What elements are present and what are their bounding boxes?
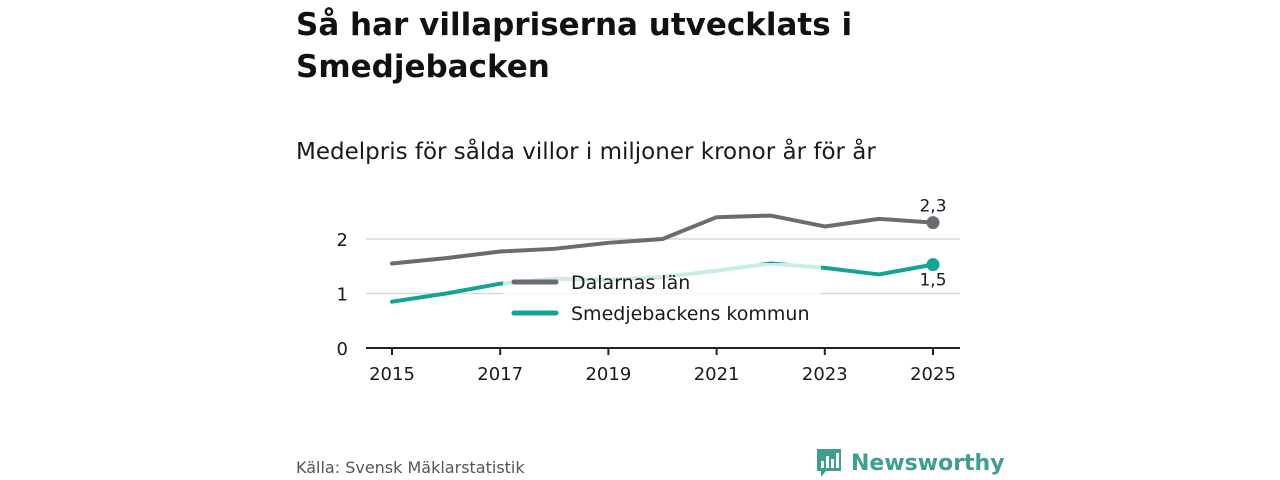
legend-box xyxy=(503,263,821,331)
series-line-0 xyxy=(390,213,935,266)
source-text: Källa: Svensk Mäklarstatistik xyxy=(296,458,525,477)
chart-title: Så har villapriserna utvecklats i Smedje… xyxy=(296,7,853,85)
brand-name: Newsworthy xyxy=(851,450,1005,476)
x-tick-label: 2017 xyxy=(477,364,523,385)
x-tick-label: 2025 xyxy=(910,364,956,385)
bar-chart-icon xyxy=(817,449,841,477)
end-point-1 xyxy=(926,258,940,272)
line-chart: 0 1 2 2015 2017 2019 2021 2023 2025 Dalarnas län S… xyxy=(337,197,960,385)
x-tick-label: 2023 xyxy=(802,364,848,385)
x-tick-label: 2015 xyxy=(369,364,415,385)
y-tick-label: 2 xyxy=(337,230,348,251)
end-point-0 xyxy=(926,216,940,230)
legend-label-0: Dalarnas län xyxy=(571,272,690,294)
y-tick-label: 1 xyxy=(337,285,348,306)
x-tick-label: 2019 xyxy=(585,364,631,385)
legend-label-1: Smedjebackens kommun xyxy=(571,303,809,325)
chart-subtitle: Medelpris för sålda villor i miljoner kr… xyxy=(296,139,876,165)
end-label-0: 2,3 xyxy=(919,197,946,217)
newsworthy-logo[interactable]: Newsworthy xyxy=(815,447,1005,479)
end-label-1: 1,5 xyxy=(919,271,946,291)
x-tick-label: 2021 xyxy=(694,364,740,385)
y-tick-label: 0 xyxy=(337,339,348,360)
